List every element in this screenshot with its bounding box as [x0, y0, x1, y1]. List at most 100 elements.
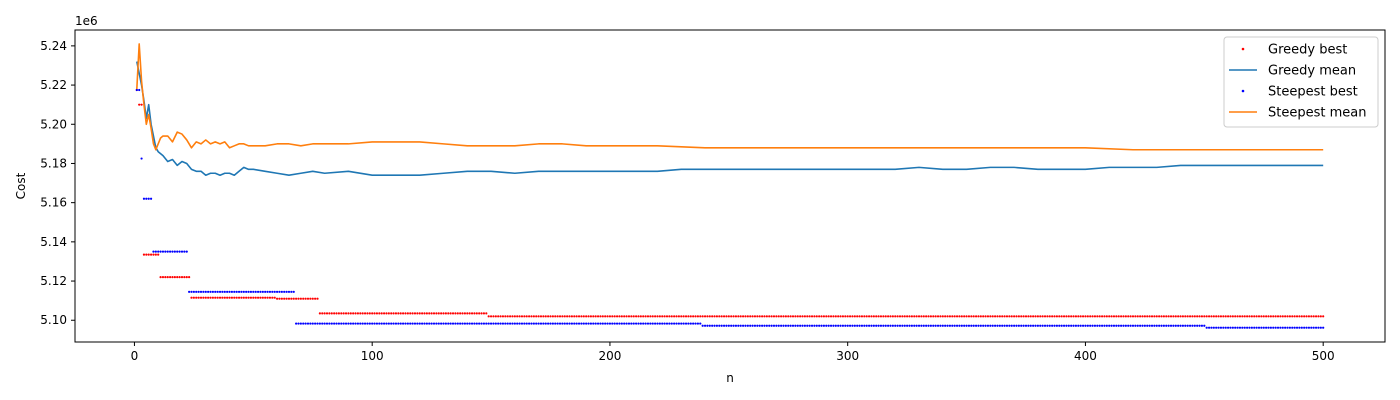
greedy-best-point [708, 315, 711, 318]
steepest-best-point [960, 324, 963, 327]
series-greedy-mean [136, 61, 1324, 177]
greedy-best-point [651, 315, 654, 318]
steepest-best-point [456, 322, 459, 325]
greedy-best-point [199, 296, 203, 299]
steepest-best-point [829, 324, 833, 327]
steepest-best-point [575, 322, 578, 325]
steepest-best-point [837, 324, 840, 327]
greedy-best-point [1236, 315, 1239, 318]
greedy-best-point [297, 297, 300, 300]
steepest-best-point [321, 322, 324, 325]
steepest-best-point [901, 324, 904, 327]
steepest-best-point [392, 322, 395, 325]
x-tick-label: 500 [1312, 349, 1335, 363]
greedy-best-point [180, 276, 184, 279]
greedy-best-point [266, 296, 269, 299]
greedy-best-point [848, 315, 852, 318]
greedy-best-point [252, 296, 255, 299]
steepest-best-point [558, 322, 562, 325]
steepest-best-point [195, 290, 198, 293]
steepest-best-point [825, 324, 828, 327]
greedy-best-point [1074, 315, 1078, 318]
greedy-best-point [965, 315, 968, 318]
greedy-best-point [1072, 315, 1075, 318]
greedy-best-point [1055, 315, 1059, 318]
greedy-best-point [1153, 315, 1156, 318]
steepest-best-point [1212, 326, 1215, 329]
steepest-best-point [770, 324, 773, 327]
greedy-best-point [361, 312, 364, 315]
greedy-best-point [240, 296, 243, 299]
greedy-best-point [656, 315, 659, 318]
steepest-best-point [352, 322, 355, 325]
steepest-best-point [677, 322, 680, 325]
steepest-best-point [670, 322, 673, 325]
steepest-best-point [544, 322, 547, 325]
steepest-best-point [777, 324, 780, 327]
greedy-best-point [1234, 315, 1237, 318]
greedy-best-point [501, 315, 505, 318]
greedy-best-point [851, 315, 854, 318]
greedy-best-point [1117, 315, 1120, 318]
greedy-best-point [1222, 315, 1225, 318]
steepest-best-point [848, 324, 852, 327]
greedy-best-point [1067, 315, 1070, 318]
steepest-best-point [373, 322, 376, 325]
greedy-best-point [794, 315, 797, 318]
greedy-best-point [1253, 315, 1256, 318]
steepest-best-point [1260, 326, 1263, 329]
steepest-best-point [247, 290, 250, 293]
steepest-best-point [782, 324, 785, 327]
steepest-best-point [330, 322, 333, 325]
greedy-best-point [1124, 315, 1127, 318]
greedy-best-point [1093, 315, 1097, 318]
greedy-best-point [1224, 315, 1227, 318]
steepest-best-point [832, 324, 835, 327]
greedy-best-point [537, 315, 540, 318]
steepest-best-point [1184, 324, 1187, 327]
greedy-best-point [751, 315, 754, 318]
greedy-best-point [646, 315, 650, 318]
steepest-best-point [214, 290, 217, 293]
greedy-best-point [1136, 315, 1139, 318]
steepest-best-point [1169, 324, 1173, 327]
steepest-best-point [444, 322, 447, 325]
greedy-best-point [380, 312, 383, 315]
steepest-best-point [615, 322, 619, 325]
greedy-best-point [1295, 315, 1299, 318]
steepest-best-point [149, 197, 153, 200]
steepest-best-point [1317, 326, 1320, 329]
greedy-best-point [875, 315, 878, 318]
steepest-best-point [1141, 324, 1144, 327]
greedy-best-point [673, 315, 676, 318]
steepest-best-point [611, 322, 614, 325]
greedy-best-point [870, 315, 873, 318]
series-steepest-mean [136, 43, 1324, 151]
steepest-best-point [1091, 324, 1094, 327]
steepest-best-point [537, 322, 540, 325]
greedy-best-point [188, 276, 191, 279]
steepest-best-point [934, 324, 937, 327]
steepest-best-point [409, 322, 412, 325]
steepest-best-point [416, 322, 419, 325]
steepest-best-point [413, 322, 417, 325]
steepest-best-point [872, 324, 875, 327]
steepest-best-point [366, 322, 369, 325]
steepest-best-point [432, 322, 436, 325]
steepest-best-point [639, 322, 642, 325]
steepest-best-point [204, 290, 207, 293]
greedy-best-point [922, 315, 925, 318]
greedy-best-point [363, 312, 367, 315]
steepest-best-point [309, 322, 312, 325]
greedy-best-point [1229, 315, 1232, 318]
greedy-best-point [906, 315, 909, 318]
steepest-best-point [202, 290, 205, 293]
greedy-best-point [544, 315, 547, 318]
greedy-best-point [730, 315, 733, 318]
steepest-best-point [654, 322, 657, 325]
greedy-best-point [1300, 315, 1303, 318]
greedy-best-point [604, 315, 607, 318]
steepest-best-point [292, 290, 295, 293]
steepest-best-point [1022, 324, 1025, 327]
greedy-best-point [504, 315, 507, 318]
